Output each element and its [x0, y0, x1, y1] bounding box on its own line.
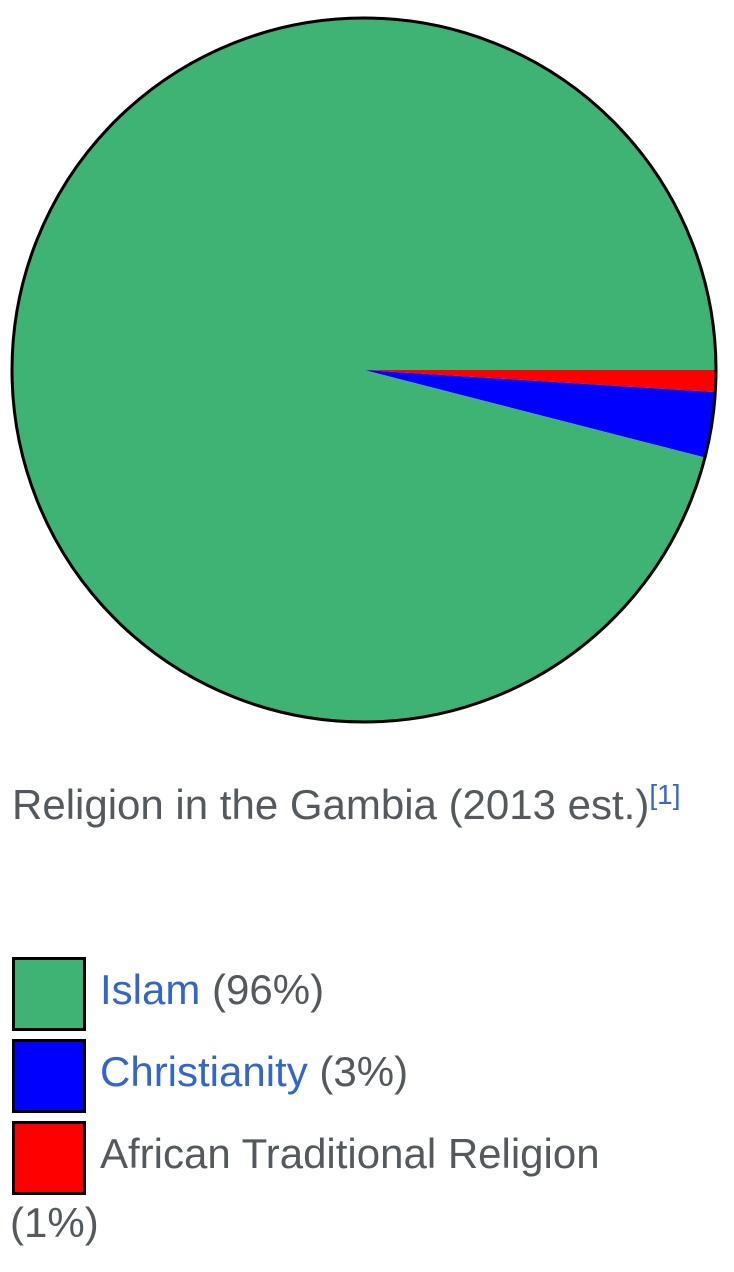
- citation-link[interactable]: [1]: [649, 779, 681, 810]
- pie-slice-islam: [12, 17, 716, 722]
- legend: Islam (96%) Christianity (3%) African Tr…: [10, 956, 722, 1259]
- legend-item-christianity: Christianity (3%): [12, 1038, 722, 1113]
- pie-chart: [10, 16, 718, 724]
- legend-link-islam[interactable]: Islam: [100, 966, 201, 1013]
- legend-swatch-islam: [12, 957, 86, 1031]
- legend-swatch-christianity: [12, 1039, 86, 1113]
- legend-pct-islam: (96%): [212, 966, 325, 1013]
- pie-slice-african-traditional-religion: [364, 370, 716, 393]
- legend-link-christianity[interactable]: Christianity: [100, 1048, 308, 1095]
- pie-slice-christianity: [364, 370, 716, 458]
- legend-pct-african-traditional-religion: (1%): [10, 1199, 99, 1246]
- chart-caption: Religion in the Gambia (2013 est.)[1]: [12, 772, 712, 838]
- legend-item-african-traditional-religion: African Traditional Religion (1%): [10, 1120, 722, 1249]
- legend-label-african-traditional-religion: African Traditional Religion: [100, 1130, 600, 1177]
- legend-pct-christianity: (3%): [319, 1048, 409, 1095]
- legend-swatch-african-traditional-religion: [12, 1121, 86, 1195]
- pie-outline: [10, 16, 718, 724]
- caption-text: Religion in the Gambia (2013 est.): [12, 781, 650, 828]
- legend-item-islam: Islam (96%): [12, 956, 722, 1031]
